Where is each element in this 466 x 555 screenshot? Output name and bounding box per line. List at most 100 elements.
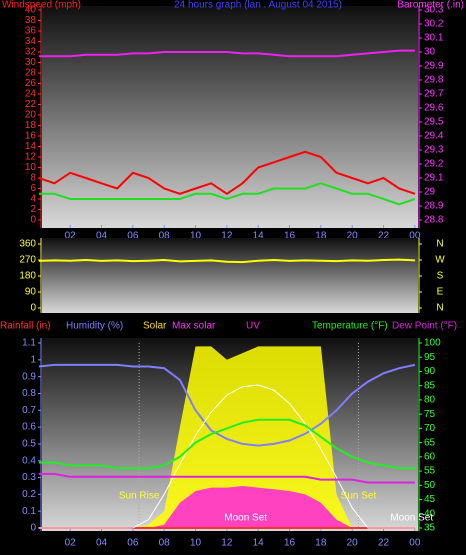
y2-tick-label: 85 [424,380,436,391]
y-tick-label: 14 [25,141,37,152]
x-tick-label: 18 [315,231,327,242]
y2-tick-label: 29.9 [424,61,444,72]
x-tick-label: 20 [347,538,359,549]
y2-tick-label: 28.8 [424,215,444,226]
y-tick-label: 180 [19,271,36,282]
y2-tick-label: 29.6 [424,103,444,114]
y-tick-label: 0.8 [22,388,36,399]
y2-tick-label: 29.7 [424,89,444,100]
y-tick-label: 0.5 [22,439,36,450]
y-tick-label: 0.6 [22,422,36,433]
y2-tick-label: E [437,287,444,298]
x-tick-label: 14 [253,538,265,549]
y-tick-label: 34 [25,36,37,47]
y-tick-label: 20 [25,110,37,121]
annotation: Sun Rise [119,491,160,502]
y-tick-label: 0.4 [22,455,36,466]
y2-tick-label: 29.2 [424,159,444,170]
x-tick-label: 06 [127,538,139,549]
x-tick-label: 16 [284,231,296,242]
y2-tick-label: 29.3 [424,145,444,156]
area [38,486,415,528]
line [38,258,415,264]
y2-tick-label: 60 [424,451,436,462]
x-tick-label: 12 [221,231,233,242]
line [38,418,415,470]
y-tick-label: 16 [25,131,37,142]
y2-tick-label: N [436,303,443,314]
y-tick-label: 0 [30,303,36,314]
y-tick-label: 0.9 [22,371,36,382]
y-tick-label: 2 [30,204,36,215]
legend-label: Temperature (°F) [312,321,388,332]
y2-tick-label: 29.8 [424,75,444,86]
x-tick-label: 08 [159,538,171,549]
y2-tick-label: 75 [424,409,436,420]
annotation: Sun Set [341,491,377,502]
x-tick-label: 04 [96,231,108,242]
y-tick-label: 0.1 [22,506,36,517]
y2-tick-label: 28.9 [424,201,444,212]
line [38,49,415,58]
y-tick-label: 28 [25,68,37,79]
x-tick-label: 08 [159,231,171,242]
y-tick-label: 4 [30,194,36,205]
y2-tick-label: 45 [424,494,436,505]
y2-tick-label: 30.2 [424,19,444,30]
y2-tick-label: 40 [424,508,436,519]
y-tick-label: 24 [25,89,37,100]
y2-tick-label: 100 [424,338,441,349]
chart-title: 24 hours graph (lan . August 04 2015) [174,0,342,11]
x-tick-label: 02 [65,231,77,242]
y-tick-label: 90 [25,287,37,298]
y-tick-label: 32 [25,47,37,58]
line [38,150,416,196]
y-tick-label: 6 [30,183,36,194]
y-tick-label: 270 [19,255,36,266]
line [38,182,416,206]
y2-tick-label: 50 [424,480,436,491]
line [38,363,416,447]
y2-tick-label: S [437,271,444,282]
x-tick-label: 14 [253,231,265,242]
legend-label: Max solar [172,321,216,332]
legend-label: UV [246,321,260,332]
x-tick-label: 22 [378,231,390,242]
y-tick-label: 1.1 [22,338,36,349]
y2-axis-title: Barometer (.in) [397,0,464,11]
y-tick-label: 38 [25,15,37,26]
y-tick-label: 36 [25,26,37,37]
x-tick-label: 02 [65,538,77,549]
y-tick-label: 40 [25,5,37,16]
y-tick-label: 12 [25,152,37,163]
y2-tick-label: 35 [424,523,436,534]
y2-tick-label: 80 [424,395,436,406]
y-tick-label: 0.7 [22,405,36,416]
y-tick-label: 18 [25,120,37,131]
y2-tick-label: W [435,255,445,266]
x-tick-label: 16 [284,538,296,549]
y2-tick-label: 30 [424,47,436,58]
area [38,346,415,528]
y2-tick-label: 29.1 [424,173,444,184]
x-tick-label: 04 [96,538,108,549]
line [38,472,415,484]
x-tick-label: 12 [221,538,233,549]
x-tick-label: 10 [190,538,202,549]
x-tick-label: 20 [347,231,359,242]
x-tick-label: 06 [127,231,139,242]
y2-tick-label: 70 [424,423,436,434]
x-tick-label: 10 [190,231,202,242]
y2-tick-label: 29 [424,187,436,198]
y-tick-label: 360 [19,239,36,250]
line [38,384,415,529]
y2-tick-label: 29.4 [424,131,444,142]
y2-tick-label: 29.5 [424,117,444,128]
legend-label: Solar [143,321,167,332]
y-tick-label: 8 [30,173,36,184]
y-tick-label: 22 [25,99,37,110]
y2-tick-label: 65 [424,437,436,448]
x-tick-label: 00 [409,231,421,242]
